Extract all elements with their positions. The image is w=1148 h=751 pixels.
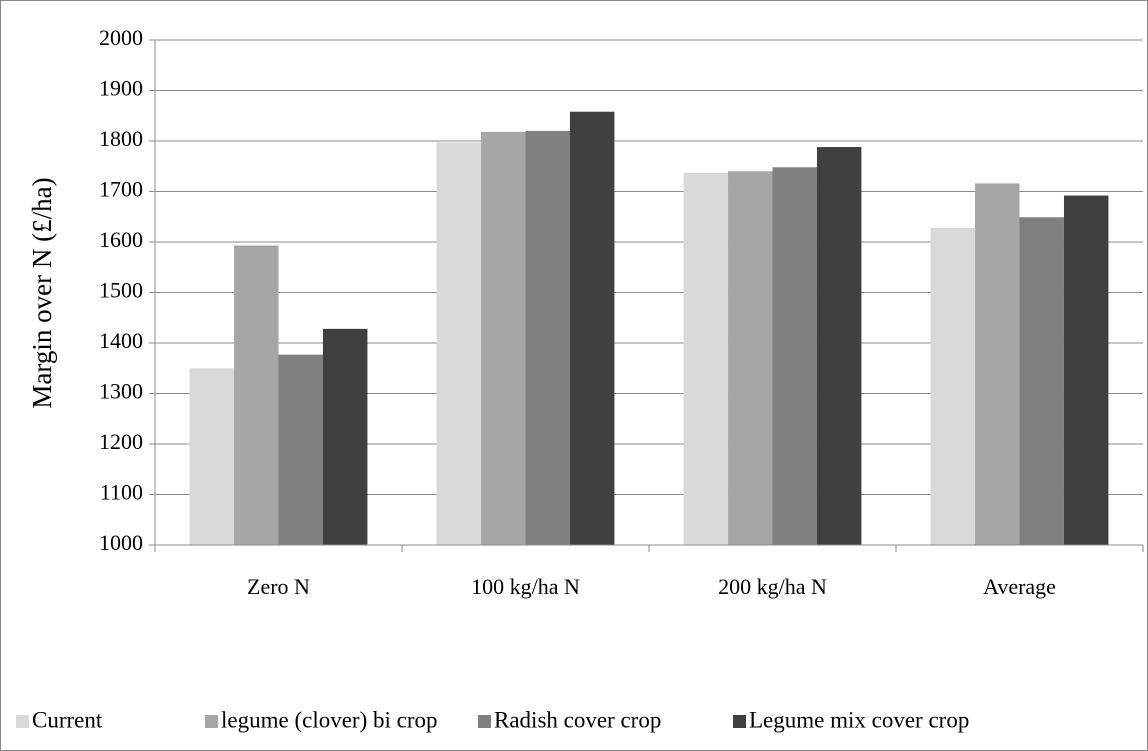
y-tick-label: 1000 [99, 530, 143, 555]
x-tick-label: Zero N [247, 574, 310, 599]
y-tick-label: 1800 [99, 126, 143, 151]
legend-swatch [733, 715, 746, 728]
bar [772, 167, 817, 545]
bar [569, 111, 615, 546]
legend-label: Radish cover crop [494, 707, 661, 732]
bar [234, 245, 279, 545]
y-tick-label: 2000 [99, 25, 143, 50]
legend-label: Current [32, 707, 103, 732]
y-tick-label: 1100 [100, 480, 143, 505]
y-tick-label: 1600 [99, 227, 143, 252]
bar [975, 183, 1020, 546]
bar [189, 368, 235, 545]
bar [683, 172, 729, 545]
legend-label: legume (clover) bi crop [221, 707, 438, 732]
bar [525, 130, 570, 545]
y-tick-label: 1700 [99, 177, 143, 202]
legend-swatch [478, 715, 491, 728]
y-tick-label: 1300 [99, 379, 143, 404]
y-tick-label: 1900 [99, 76, 143, 101]
bar [436, 142, 482, 545]
y-tick-label: 1500 [99, 278, 143, 303]
x-tick-label: Average [983, 574, 1056, 599]
legend-swatch [205, 715, 218, 728]
legend-label: Legume mix cover crop [749, 707, 969, 732]
bar [481, 131, 526, 545]
bar [322, 328, 368, 545]
bar [930, 227, 976, 546]
bar [728, 171, 773, 546]
y-axis-label: Margin over N (£/ha) [27, 177, 57, 408]
bar [278, 354, 323, 545]
legend-swatch [16, 715, 29, 728]
x-tick-label: 200 kg/ha N [718, 574, 827, 599]
bar [1019, 217, 1064, 545]
x-tick-label: 100 kg/ha N [471, 574, 580, 599]
bar [816, 147, 862, 545]
y-tick-label: 1400 [99, 328, 143, 353]
bar [1063, 195, 1109, 546]
y-tick-label: 1200 [99, 429, 143, 454]
